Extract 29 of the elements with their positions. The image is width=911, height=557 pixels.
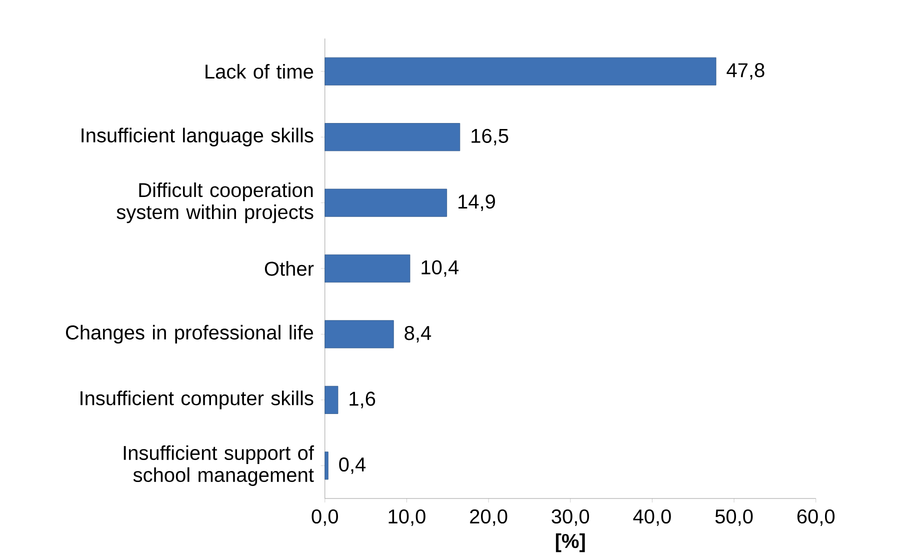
data-label: 10,4 (422, 260, 459, 277)
data-label: 16,5 (472, 128, 508, 146)
x-tick-label: 10,0 (388, 509, 426, 526)
x-tick-label: 40,0 (633, 509, 671, 526)
bar (324, 320, 394, 348)
data-label: 1,6 (350, 392, 376, 408)
x-tick-label: 0,0 (312, 509, 338, 526)
x-tick-label: 30,0 (552, 509, 590, 526)
y-tick-label: Lack of time (206, 64, 314, 79)
x-tick-label: 60,0 (797, 509, 835, 526)
bar (324, 386, 338, 414)
bar (324, 123, 460, 152)
y-tick-label: Difficult cooperation system within projects (116, 182, 314, 224)
x-tick-label: 20,0 (470, 509, 508, 526)
y-tick-label: Changes in professional life (66, 324, 314, 344)
data-label: 47,8 (726, 63, 764, 80)
y-tick-label: Other (264, 261, 314, 276)
data-label: 14,9 (458, 194, 495, 212)
y-tick-label: Insufficient language skills (82, 128, 314, 146)
bar (324, 452, 328, 480)
bar (324, 57, 716, 86)
x-tick-label: 50,0 (715, 509, 753, 526)
y-tick-label: Insufficient computer skills (80, 390, 314, 410)
bar (324, 188, 448, 217)
data-label: 0,4 (339, 457, 366, 474)
y-tick-label: Insufficient support of school management (124, 445, 314, 486)
data-label: 8,4 (404, 326, 432, 342)
x-axis-title: [%] (556, 533, 585, 552)
bar (324, 254, 410, 283)
